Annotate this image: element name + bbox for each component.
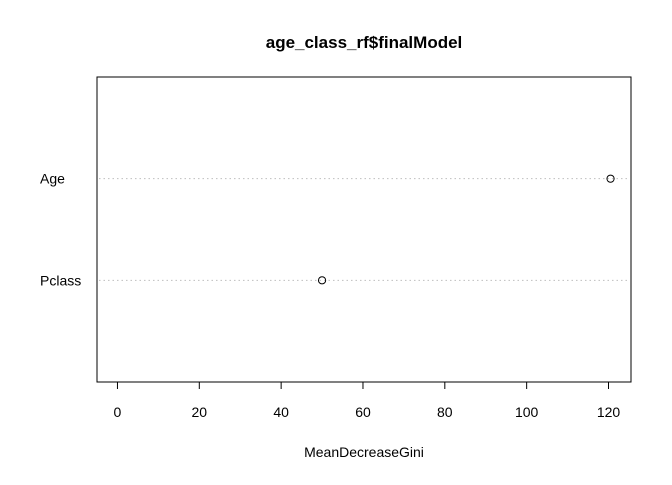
x-tick-label: 20 <box>192 404 208 420</box>
category-labels: Age Pclass <box>40 171 81 289</box>
data-points <box>317 174 615 285</box>
x-tick-label: 60 <box>355 404 371 420</box>
x-tick-label: 80 <box>437 404 453 420</box>
category-label-pclass: Pclass <box>40 272 81 288</box>
guide-lines <box>99 178 629 281</box>
x-tick-label: 120 <box>597 404 621 420</box>
x-tick-label: 0 <box>114 404 122 420</box>
category-label-age: Age <box>40 171 65 187</box>
x-axis: 0 20 40 60 80 100 120 <box>114 381 621 420</box>
x-tick-label: 40 <box>273 404 289 420</box>
x-tick-label: 100 <box>515 404 539 420</box>
chart-title: age_class_rf$finalModel <box>266 33 463 52</box>
point-age <box>606 174 615 183</box>
point-pclass <box>317 276 327 285</box>
x-axis-title: MeanDecreaseGini <box>304 444 424 460</box>
plot-frame <box>96 76 632 383</box>
